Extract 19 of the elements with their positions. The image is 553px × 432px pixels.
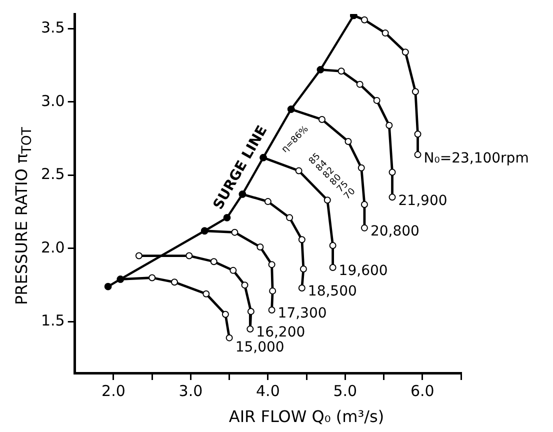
- series-label: N₀=23,100rpm: [424, 150, 529, 166]
- x-tick-label: 4.0: [256, 382, 280, 400]
- y-tick-label: 1.5: [40, 312, 65, 330]
- y-tick-label: 3.0: [40, 92, 65, 110]
- x-tick-label: 3.0: [178, 382, 203, 400]
- x-tick-label: 2.0: [102, 382, 126, 400]
- series-label: 21,900: [398, 192, 448, 209]
- series-label: 16,200: [256, 324, 306, 341]
- series-label: 15,000: [235, 340, 284, 356]
- series-label: 17,300: [278, 306, 327, 322]
- series-label: 19,600: [338, 263, 388, 280]
- y-tick-label: 3.5: [40, 18, 65, 37]
- x-tick-label: 6.0: [410, 382, 434, 400]
- x-axis-title: AIR FLOW Q₀ (m³/s): [228, 407, 386, 426]
- y-tick-label: 2.5: [40, 165, 65, 184]
- series-label: 20,800: [370, 224, 420, 240]
- x-tick-label: 5.0: [333, 382, 358, 400]
- series-label: 18,500: [308, 284, 357, 300]
- y-tick-label: 2.0: [40, 238, 65, 256]
